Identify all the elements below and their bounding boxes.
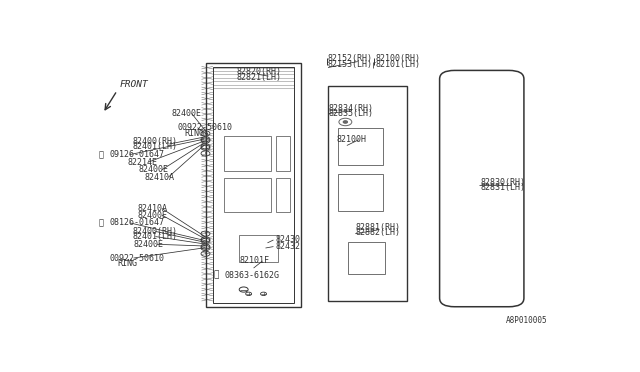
Text: 82830(RH): 82830(RH) <box>481 178 526 187</box>
Text: 82834(RH): 82834(RH) <box>329 104 374 113</box>
Text: FRONT: FRONT <box>120 80 148 89</box>
Text: 08126-01647: 08126-01647 <box>110 218 164 227</box>
Text: 82400(RH): 82400(RH) <box>132 137 177 146</box>
Text: 09126-01647: 09126-01647 <box>110 150 164 159</box>
Text: 82881(RH): 82881(RH) <box>355 223 400 232</box>
Text: 82401(LH): 82401(LH) <box>132 142 177 151</box>
Text: 82101(LH): 82101(LH) <box>375 60 420 68</box>
Text: 82400E: 82400E <box>172 109 202 118</box>
Text: 82821(LH): 82821(LH) <box>237 73 282 81</box>
Text: 08363-6162G: 08363-6162G <box>225 271 280 280</box>
Text: RING: RING <box>117 259 137 268</box>
Text: 82214E: 82214E <box>127 158 157 167</box>
Text: 82410A: 82410A <box>145 173 175 182</box>
Text: 82882(LH): 82882(LH) <box>355 228 400 237</box>
Text: 82401(LH): 82401(LH) <box>132 232 177 241</box>
Text: 82400(RH): 82400(RH) <box>132 227 177 236</box>
Text: 82100H: 82100H <box>337 135 367 144</box>
Text: 82820(RH): 82820(RH) <box>237 67 282 76</box>
Text: Ⓑ: Ⓑ <box>99 218 104 227</box>
Text: 82101F: 82101F <box>240 256 269 265</box>
Text: 82100(RH): 82100(RH) <box>375 54 420 64</box>
Text: 82152(RH): 82152(RH) <box>328 54 373 64</box>
Text: 82432: 82432 <box>276 242 301 251</box>
Text: 00922-50610: 00922-50610 <box>110 254 164 263</box>
Text: 82831(LH): 82831(LH) <box>481 183 526 192</box>
Text: 82835(LH): 82835(LH) <box>329 109 374 118</box>
Text: 82430: 82430 <box>276 235 301 244</box>
Text: 82400E: 82400E <box>134 240 164 249</box>
Text: 00922-50610: 00922-50610 <box>178 123 233 132</box>
Circle shape <box>344 121 348 123</box>
Text: 82153(LH): 82153(LH) <box>328 60 373 68</box>
Text: A8P010005: A8P010005 <box>506 316 547 325</box>
Text: 82410A: 82410A <box>137 204 167 213</box>
Text: 82400E: 82400E <box>138 165 168 174</box>
Text: RING: RING <box>184 129 204 138</box>
Text: Ⓑ: Ⓑ <box>99 150 104 159</box>
Text: 82400E: 82400E <box>137 211 167 219</box>
Text: Ⓢ: Ⓢ <box>214 271 220 280</box>
